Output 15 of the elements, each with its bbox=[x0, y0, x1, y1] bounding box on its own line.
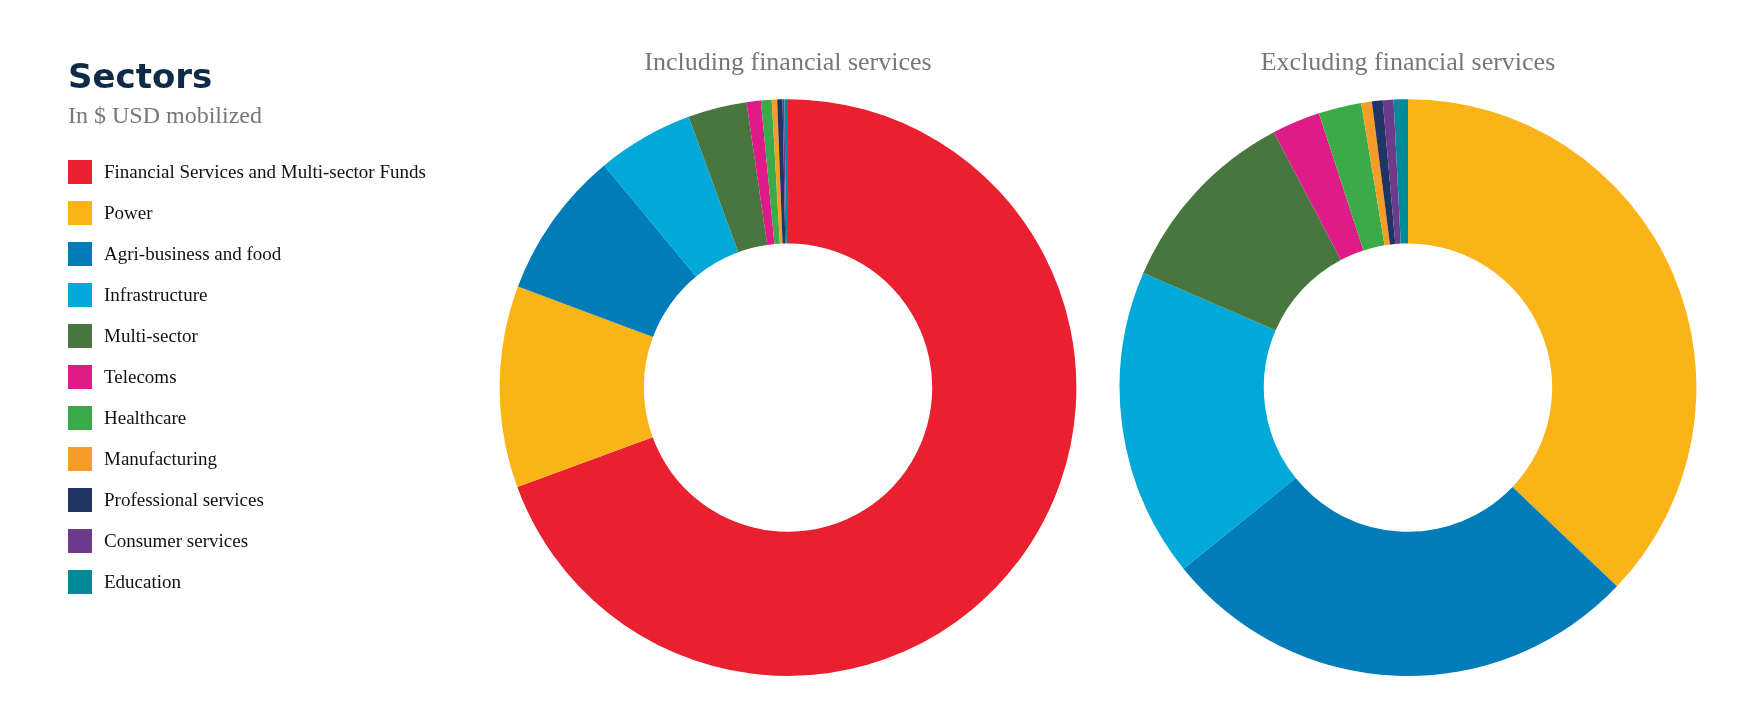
legend-label: Agri-business and food bbox=[104, 242, 282, 265]
legend-label: Consumer services bbox=[104, 529, 249, 552]
legend-title: Sectors bbox=[68, 56, 214, 96]
legend-label: Healthcare bbox=[104, 406, 187, 429]
legend-label: Manufacturing bbox=[104, 447, 217, 470]
legend-label: Financial Services and Multi-sector Funds bbox=[104, 160, 426, 183]
text: In $ USD mobilized bbox=[68, 102, 263, 129]
chart-title: Including financial services bbox=[644, 47, 932, 77]
legend-label: Multi-sector bbox=[104, 324, 198, 347]
legend-label: Infrastructure bbox=[104, 283, 208, 306]
legend-label: Professional services bbox=[104, 488, 264, 511]
legend-label: Telecoms bbox=[104, 365, 177, 388]
legend-label: Education bbox=[104, 570, 182, 593]
legend-label: Power bbox=[104, 201, 153, 224]
chart-title: Excluding financial services bbox=[1260, 47, 1556, 77]
